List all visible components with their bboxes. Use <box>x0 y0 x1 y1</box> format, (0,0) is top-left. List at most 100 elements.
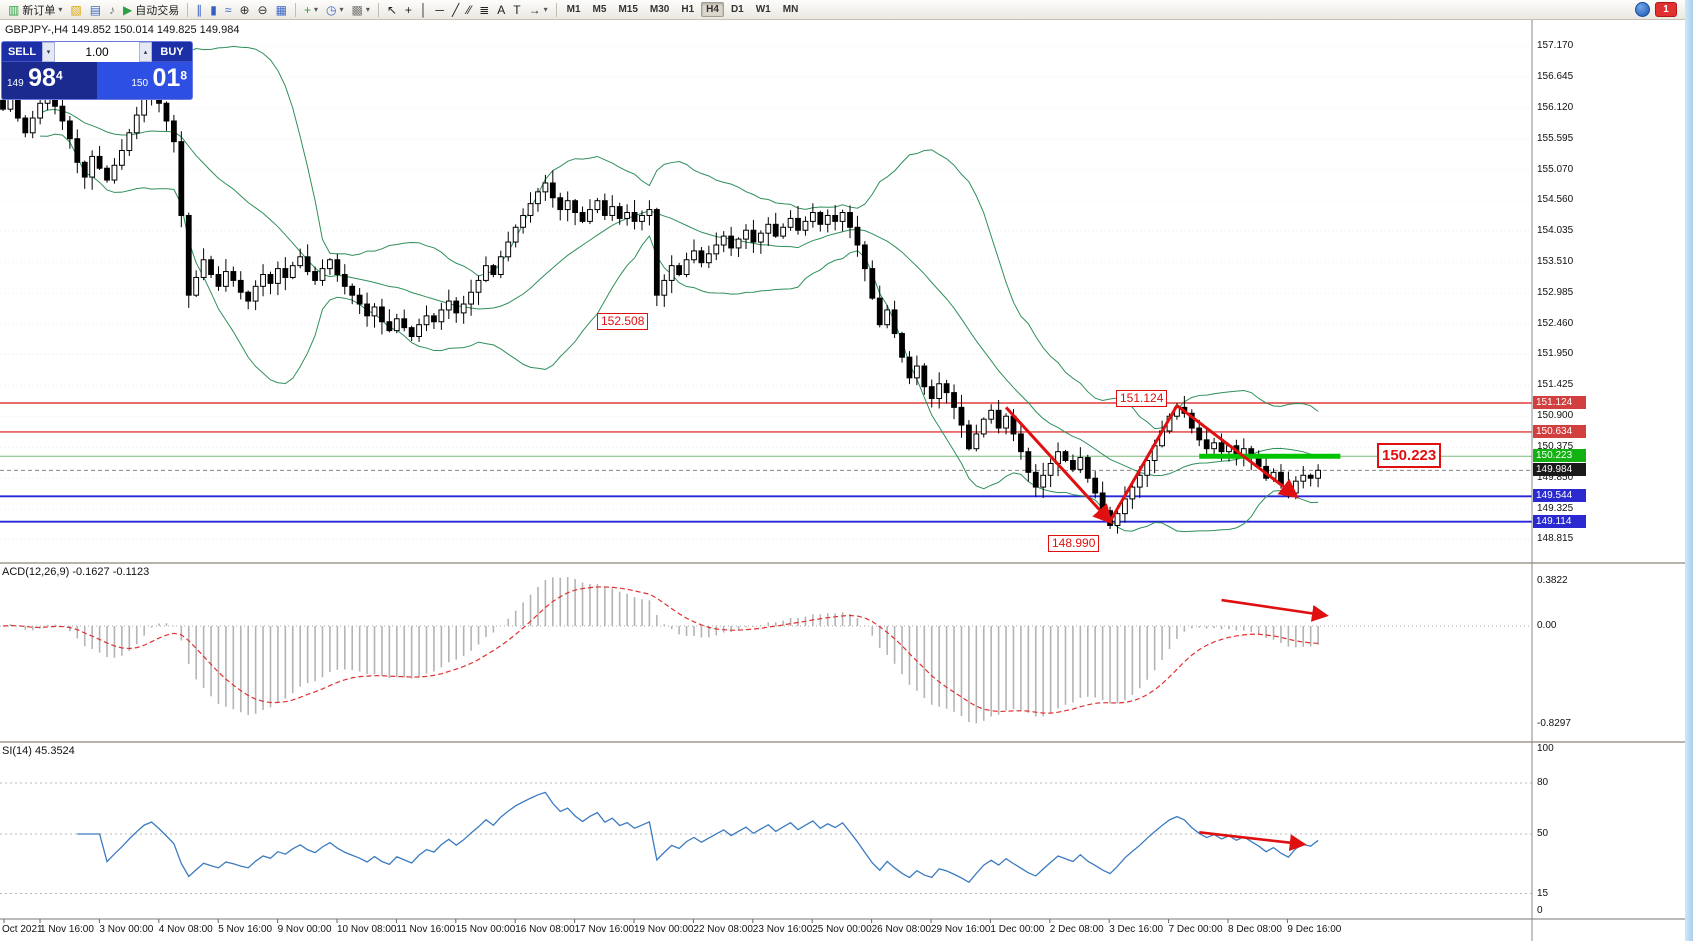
sell-button[interactable]: SELL <box>2 42 42 62</box>
vertical-line-button[interactable]: │ <box>416 0 432 19</box>
price-annotation-box[interactable]: 152.508 <box>597 313 649 330</box>
price-annotation-box[interactable]: 150.223 <box>1377 443 1442 468</box>
time-axis-label: 9 Dec 16:00 <box>1287 924 1342 935</box>
autotrading-button-label: 自动交易 <box>135 4 180 17</box>
macd-name: ACD(12,26,9) <box>2 566 70 578</box>
channel-icon: ⁄⁄ <box>467 2 472 17</box>
tile-windows-button[interactable]: ▦ <box>272 0 291 19</box>
alert-sound-icon: ♪ <box>109 2 116 17</box>
timeframe-h4-button[interactable]: H4 <box>701 2 724 17</box>
template-button[interactable]: ▩ ▾ <box>347 0 373 19</box>
print-button[interactable]: ▤ <box>86 0 105 19</box>
price-annotation-box[interactable]: 148.990 <box>1048 535 1100 552</box>
bid-price[interactable]: 149 984 <box>2 62 97 99</box>
panel-separators <box>0 20 1685 941</box>
price-scale-label: 148.815 <box>1537 533 1574 545</box>
template-icon: ▩ <box>351 2 363 17</box>
templates-quick-icon: ▧ <box>70 2 82 17</box>
chart-canvas[interactable] <box>0 20 1685 941</box>
timeframe-w1-button[interactable]: W1 <box>755 4 771 15</box>
price-chip: 150.634 <box>1533 424 1586 438</box>
horizontal-line-button[interactable]: ─ <box>431 0 448 19</box>
price-scale-label: 155.595 <box>1537 133 1574 144</box>
chart-ohlc-header: GBPJPY-,H4 149.852 150.014 149.825 149.9… <box>5 24 240 36</box>
autotrading-button[interactable]: ▶ 自动交易 <box>119 0 183 19</box>
periods-button[interactable]: ◷ ▾ <box>322 0 348 19</box>
price-scale-label: 151.950 <box>1537 348 1574 360</box>
timeframe-d1-button[interactable]: D1 <box>730 4 744 15</box>
macd-panel <box>0 577 1532 724</box>
time-axis-label: 7 Dec 00:00 <box>1168 924 1223 935</box>
volume-decrease-button[interactable]: ▾ <box>42 42 55 62</box>
rsi-scale-label: 15 <box>1537 887 1549 899</box>
rsi-label: SI(14) 45.3524 <box>2 745 75 757</box>
candlestick-chart-button[interactable]: ▮ <box>206 0 221 19</box>
chevron-down-icon: ▾ <box>365 5 370 14</box>
time-axis-label: 1 Dec 00:00 <box>990 924 1045 935</box>
price-scale-label: 152.985 <box>1537 287 1574 299</box>
time-axis-label: 23 Nov 16:00 <box>752 924 813 935</box>
price-chip: 149.114 <box>1533 514 1586 528</box>
community-icon[interactable] <box>1635 2 1650 17</box>
channel-button[interactable]: ⁄⁄ <box>463 0 475 19</box>
zoom-out-icon: ⊖ <box>257 2 268 17</box>
bar-chart-button[interactable]: ∥ <box>192 0 206 19</box>
toolbar-right: 1 <box>1635 2 1689 17</box>
timeframe-m15-button[interactable]: M15 <box>618 4 638 15</box>
notification-badge[interactable]: 1 <box>1655 2 1677 17</box>
time-axis-label: 19 Nov 00:00 <box>634 924 694 935</box>
text-button[interactable]: A <box>493 0 509 19</box>
new-order-icon: ▥ <box>8 2 20 17</box>
toolbar-separator <box>377 2 379 17</box>
volume-increase-button[interactable]: ▴ <box>139 42 152 62</box>
rsi-line <box>77 791 1319 884</box>
one-click-trade-panel: SELL ▾ ▴ BUY 149 984 150 018 <box>1 41 193 100</box>
candlestick-chart-icon: ▮ <box>210 2 217 17</box>
timeframe-m5-button[interactable]: M5 <box>592 4 607 15</box>
arrow-tools-button[interactable]: → ▾ <box>525 0 552 19</box>
autotrading-icon: ▶ <box>123 2 133 17</box>
zoom-in-button[interactable]: ⊕ <box>235 0 253 19</box>
zoom-out-button[interactable]: ⊖ <box>254 0 272 19</box>
time-axis-label: 3 Nov 00:00 <box>99 924 154 935</box>
macd-scale-label: 0.3822 <box>1537 574 1568 586</box>
time-axis-label: 17 Nov 16:00 <box>574 924 635 935</box>
time-axis-label: Oct 2021 <box>2 924 43 935</box>
timeframe-m1-button[interactable]: M1 <box>566 4 581 15</box>
bid-sup: 4 <box>55 68 63 83</box>
line-chart-button[interactable]: ≈ <box>221 0 236 19</box>
time-axis-label: 22 Nov 08:00 <box>693 924 753 935</box>
price-chip: 149.544 <box>1533 489 1586 503</box>
fibonacci-button[interactable]: ≣ <box>475 0 493 19</box>
price-scale-label: 156.120 <box>1537 102 1574 113</box>
trend-arrows-layer[interactable] <box>1004 404 1299 525</box>
volume-input[interactable] <box>55 42 139 62</box>
text-label-button[interactable]: T <box>509 0 524 19</box>
cursor-button[interactable]: ↖ <box>383 0 401 19</box>
toolbar: ▥ 新订单 ▾ ▧ ▤ ♪ ▶ 自动交易 ∥ ▮ ≈ ⊕ ⊖ ▦ + ▾ ◷ ▾ ▩ ▾ ↖ + │ ─ ╱ ⁄⁄ ≣ A T → ▾ M1 M… <box>0 0 1693 20</box>
alert-sound-button[interactable]: ♪ <box>105 0 119 19</box>
trendline-button[interactable]: ╱ <box>448 0 463 19</box>
price-chip: 149.984 <box>1533 463 1586 477</box>
price-chip: 150.223 <box>1533 449 1586 463</box>
timeframe-m30-button[interactable]: M30 <box>649 4 670 15</box>
crosshair-button[interactable]: + <box>401 0 416 19</box>
ask-price[interactable]: 150 018 <box>97 62 192 99</box>
timeframe-mn-button[interactable]: MN <box>782 4 799 15</box>
time-axis-label: 9 Nov 00:00 <box>277 924 332 935</box>
chevron-down-icon: ▾ <box>58 5 63 14</box>
buy-button[interactable]: BUY <box>152 42 192 62</box>
templates-quick-button[interactable]: ▧ <box>66 0 85 19</box>
timeframe-h1-button[interactable]: H1 <box>681 4 695 15</box>
price-scale-label: 155.070 <box>1537 164 1574 175</box>
new-order-button[interactable]: ▥ 新订单 ▾ <box>4 0 66 19</box>
horizontal-line-icon: ─ <box>435 2 444 17</box>
price-scale-label: 152.460 <box>1537 318 1574 330</box>
price-annotation-box[interactable]: 151.124 <box>1116 390 1168 407</box>
time-axis-label: 29 Nov 16:00 <box>931 924 991 935</box>
indicators-button[interactable]: + ▾ <box>300 0 322 19</box>
zoom-in-icon: ⊕ <box>239 2 250 17</box>
crosshair-icon: + <box>404 2 412 17</box>
horizontal-lines-layer[interactable] <box>0 402 1532 523</box>
macd-scale-label: 0.00 <box>1537 620 1557 631</box>
